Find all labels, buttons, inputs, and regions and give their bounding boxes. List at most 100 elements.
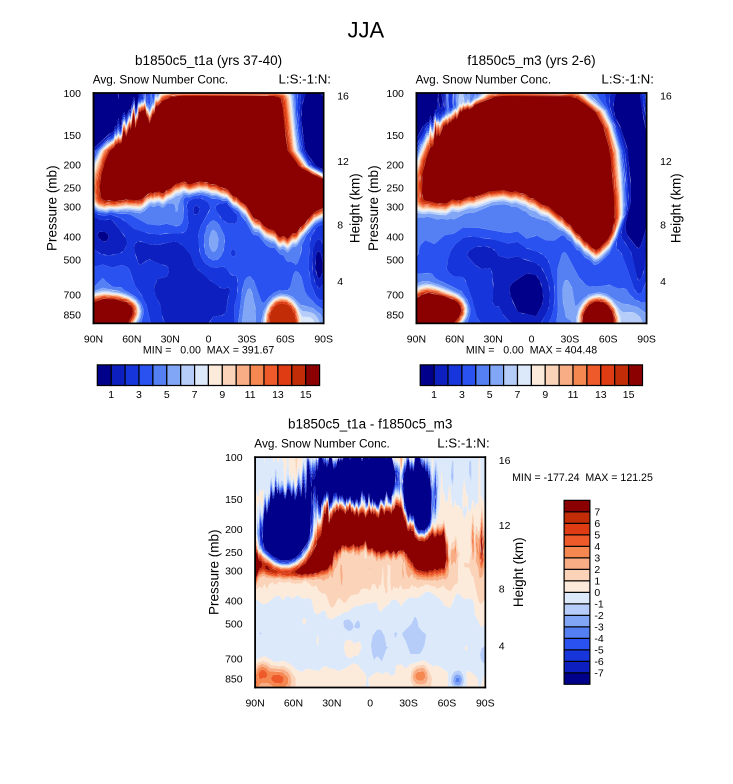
svg-text:Avg. Snow Number Conc.: Avg. Snow Number Conc. xyxy=(254,437,390,451)
svg-text:60N: 60N xyxy=(445,333,464,345)
svg-text:0: 0 xyxy=(206,333,212,345)
svg-text:500: 500 xyxy=(386,254,404,266)
svg-text:7: 7 xyxy=(515,389,521,401)
svg-text:850: 850 xyxy=(225,674,243,686)
svg-text:250: 250 xyxy=(225,547,243,559)
svg-text:b1850c5_t1a (yrs 37-40): b1850c5_t1a (yrs 37-40) xyxy=(135,53,282,68)
svg-text:300: 300 xyxy=(386,202,404,214)
svg-text:-6: -6 xyxy=(594,656,603,668)
svg-text:16: 16 xyxy=(499,455,511,467)
svg-text:L:S:-1:N:: L:S:-1:N: xyxy=(279,72,331,87)
svg-text:13: 13 xyxy=(272,389,284,401)
svg-text:60N: 60N xyxy=(284,698,303,710)
svg-text:300: 300 xyxy=(63,202,81,214)
svg-text:-5: -5 xyxy=(594,645,603,657)
svg-text:5: 5 xyxy=(594,530,600,542)
svg-text:30S: 30S xyxy=(238,333,257,345)
svg-text:8: 8 xyxy=(337,219,343,231)
svg-text:2: 2 xyxy=(594,564,600,576)
svg-text:-1: -1 xyxy=(594,599,603,611)
svg-text:700: 700 xyxy=(386,289,404,301)
svg-text:60N: 60N xyxy=(122,333,141,345)
svg-text:13: 13 xyxy=(595,389,607,401)
svg-text:4: 4 xyxy=(337,276,343,288)
svg-text:30N: 30N xyxy=(161,333,180,345)
svg-text:b1850c5_t1a - f1850c5_m3: b1850c5_t1a - f1850c5_m3 xyxy=(288,416,452,431)
svg-text:12: 12 xyxy=(337,156,349,168)
svg-text:12: 12 xyxy=(499,520,511,532)
svg-text:MIN = 0.00 MAX = 404.48: MIN = 0.00 MAX = 404.48 xyxy=(466,345,597,357)
svg-text:7: 7 xyxy=(192,389,198,401)
svg-text:Pressure (mb): Pressure (mb) xyxy=(44,165,59,251)
svg-text:16: 16 xyxy=(660,91,672,103)
svg-text:850: 850 xyxy=(63,309,81,321)
svg-text:L:S:-1:N:: L:S:-1:N: xyxy=(601,72,653,87)
svg-text:150: 150 xyxy=(225,494,243,506)
svg-text:-7: -7 xyxy=(594,668,603,680)
svg-text:4: 4 xyxy=(660,276,666,288)
svg-text:9: 9 xyxy=(219,389,225,401)
svg-text:500: 500 xyxy=(225,619,243,631)
svg-text:90N: 90N xyxy=(84,333,103,345)
svg-text:700: 700 xyxy=(63,289,81,301)
svg-text:4: 4 xyxy=(499,640,505,652)
svg-text:400: 400 xyxy=(386,231,404,243)
svg-text:11: 11 xyxy=(245,389,256,401)
svg-text:850: 850 xyxy=(386,309,404,321)
svg-text:9: 9 xyxy=(542,389,548,401)
svg-text:90N: 90N xyxy=(407,333,426,345)
svg-text:300: 300 xyxy=(225,566,243,578)
svg-text:100: 100 xyxy=(386,88,404,100)
svg-text:16: 16 xyxy=(337,91,349,103)
svg-text:Height (km): Height (km) xyxy=(511,537,526,607)
svg-text:100: 100 xyxy=(63,88,81,100)
svg-text:150: 150 xyxy=(386,130,404,142)
svg-text:30S: 30S xyxy=(561,333,580,345)
svg-text:60S: 60S xyxy=(276,333,295,345)
svg-text:90S: 90S xyxy=(476,698,495,710)
svg-text:Pressure (mb): Pressure (mb) xyxy=(206,530,221,616)
svg-text:700: 700 xyxy=(225,653,243,665)
svg-text:3: 3 xyxy=(136,389,142,401)
svg-text:90S: 90S xyxy=(314,333,333,345)
svg-text:f1850c5_m3 (yrs 2-6): f1850c5_m3 (yrs 2-6) xyxy=(467,53,595,68)
svg-text:3: 3 xyxy=(459,389,465,401)
svg-text:500: 500 xyxy=(63,254,81,266)
svg-text:JJA: JJA xyxy=(348,18,385,43)
svg-text:MIN = 0.00 MAX = 391.67: MIN = 0.00 MAX = 391.67 xyxy=(143,345,274,357)
svg-text:90N: 90N xyxy=(245,698,264,710)
svg-text:30N: 30N xyxy=(322,698,341,710)
svg-text:-2: -2 xyxy=(594,610,603,622)
svg-text:1: 1 xyxy=(108,389,114,401)
svg-text:L:S:-1:N:: L:S:-1:N: xyxy=(437,436,489,451)
svg-text:0: 0 xyxy=(529,333,535,345)
svg-text:6: 6 xyxy=(594,518,600,530)
svg-text:250: 250 xyxy=(63,183,81,195)
svg-text:200: 200 xyxy=(386,160,404,172)
svg-text:400: 400 xyxy=(63,231,81,243)
svg-text:200: 200 xyxy=(63,160,81,172)
svg-text:1: 1 xyxy=(594,576,600,588)
svg-text:0: 0 xyxy=(367,698,373,710)
svg-text:5: 5 xyxy=(487,389,493,401)
svg-text:15: 15 xyxy=(300,389,312,401)
svg-text:8: 8 xyxy=(660,219,666,231)
svg-text:8: 8 xyxy=(499,583,505,595)
svg-text:7: 7 xyxy=(594,507,600,519)
svg-text:0: 0 xyxy=(594,587,600,599)
svg-text:5: 5 xyxy=(164,389,170,401)
svg-text:Avg. Snow Number Conc.: Avg. Snow Number Conc. xyxy=(93,73,229,87)
svg-text:150: 150 xyxy=(63,130,81,142)
svg-text:11: 11 xyxy=(568,389,579,401)
svg-text:60S: 60S xyxy=(599,333,618,345)
svg-text:Height (km): Height (km) xyxy=(668,173,683,243)
svg-text:1: 1 xyxy=(431,389,437,401)
svg-text:-3: -3 xyxy=(594,622,603,634)
svg-text:Height (km): Height (km) xyxy=(347,173,362,243)
svg-text:-4: -4 xyxy=(594,633,603,645)
svg-text:60S: 60S xyxy=(438,698,457,710)
svg-text:Avg. Snow Number Conc.: Avg. Snow Number Conc. xyxy=(416,73,552,87)
svg-text:200: 200 xyxy=(225,524,243,536)
svg-text:30S: 30S xyxy=(399,698,418,710)
svg-text:Pressure (mb): Pressure (mb) xyxy=(366,165,381,251)
